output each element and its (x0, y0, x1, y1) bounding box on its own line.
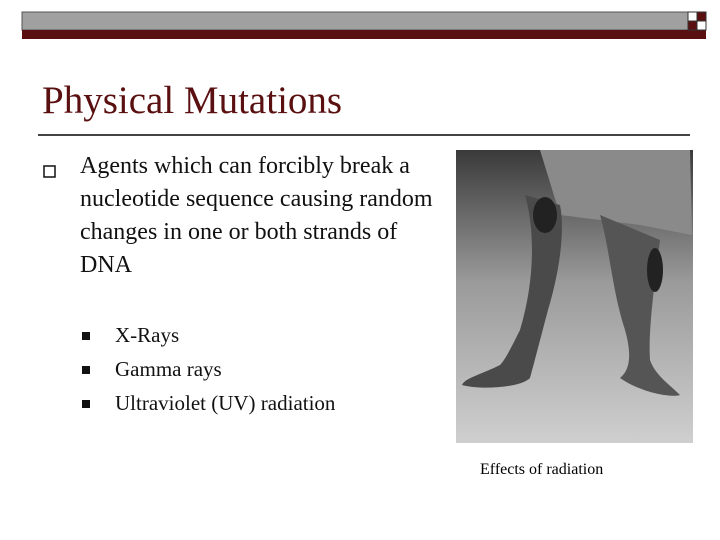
photo (456, 150, 693, 443)
sub-bullet (82, 332, 90, 340)
sub-bullet-text: Ultraviolet (UV) radiation (115, 391, 336, 415)
sub-bullet-text: Gamma rays (115, 357, 222, 381)
corner-square (696, 20, 707, 31)
top-bar (21, 11, 689, 31)
bullet-text: Agents which can forcibly break a nucleo… (80, 153, 433, 278)
corner-square (687, 11, 698, 22)
corner-square (696, 11, 707, 22)
sub-bullet (82, 400, 90, 408)
sub-bullet (82, 366, 90, 374)
sub-bullet-text: X-Rays (115, 323, 180, 347)
slide-title: Physical Mutations (42, 79, 343, 122)
corner-square (687, 20, 698, 31)
accent-bar (22, 30, 706, 39)
image-caption: Effects of radiation (480, 461, 604, 478)
bullet (43, 165, 56, 178)
